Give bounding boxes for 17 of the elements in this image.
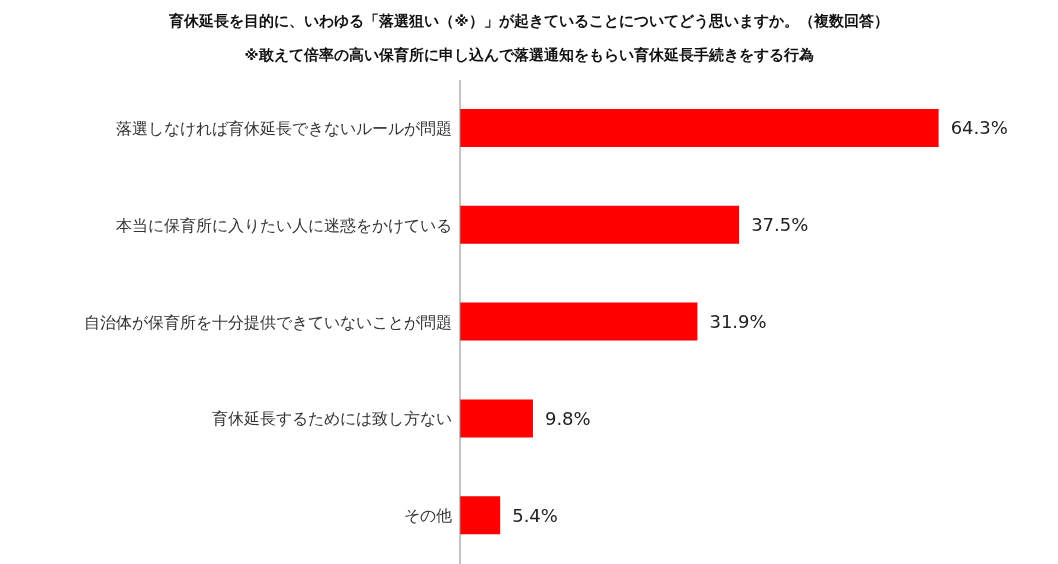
bar xyxy=(460,205,740,244)
y-tick-label: 本当に保育所に入りたい人に迷惑をかけている xyxy=(116,216,452,235)
bar xyxy=(460,399,533,438)
y-tick-label: 自治体が保育所を十分提供できていないことが問題 xyxy=(84,313,452,332)
data-label: 5.4% xyxy=(512,504,558,526)
chart-title: 育休延長を目的に、いわゆる「落選狙い（※）」が起きていることについてどう思いますか。（複数回答） xyxy=(168,12,890,31)
bar xyxy=(460,496,501,535)
chart-subtitle: ※敢えて倍率の高い保育所に申し込んで落選通知をもらい育休延長手続きをする行為 xyxy=(243,46,815,65)
y-tick-label: 落選しなければ育休延長できないルールが問題 xyxy=(116,119,452,138)
y-tick-label: その他 xyxy=(404,507,452,526)
bar xyxy=(460,109,939,147)
data-label: 9.8% xyxy=(544,407,591,429)
y-tick-label: 育休延長するためには致し方ない xyxy=(212,410,452,429)
data-label: 64.3% xyxy=(950,117,1008,139)
data-label: 31.9% xyxy=(709,310,767,332)
bar xyxy=(460,302,698,341)
data-label: 37.5% xyxy=(751,214,809,236)
